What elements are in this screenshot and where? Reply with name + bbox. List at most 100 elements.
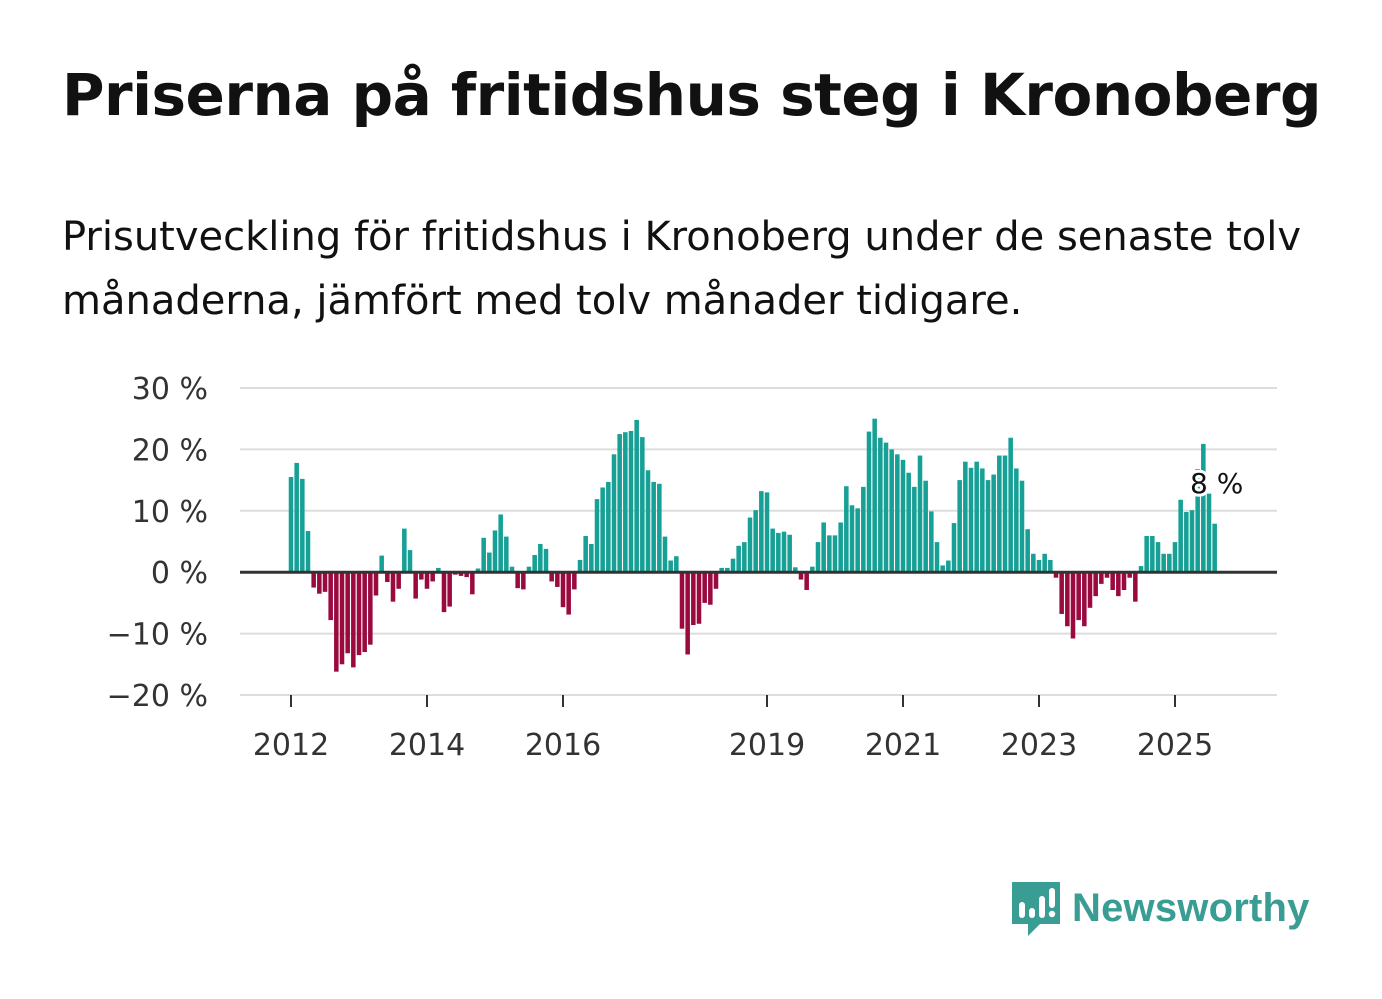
bar [634, 419, 639, 573]
bar [963, 461, 968, 573]
bar [379, 555, 384, 573]
bar [951, 523, 957, 573]
bar [872, 418, 877, 573]
bar [844, 486, 849, 573]
bar [1042, 553, 1047, 573]
bar [356, 572, 362, 656]
bar [589, 543, 594, 573]
bar [679, 572, 685, 629]
bar [1189, 510, 1195, 573]
bar [509, 566, 515, 573]
bar [487, 552, 492, 573]
bar [543, 548, 549, 573]
bar [832, 535, 838, 573]
bar [849, 505, 855, 573]
bar [1059, 572, 1064, 614]
bar [447, 572, 452, 607]
bar [1161, 553, 1166, 573]
bar [838, 522, 843, 573]
bar [1155, 542, 1161, 573]
bar [685, 572, 690, 655]
bar [764, 492, 770, 573]
bar [702, 572, 707, 603]
bar [1065, 572, 1070, 627]
bar [662, 536, 668, 573]
bar [866, 431, 872, 573]
bar [515, 572, 520, 589]
bar [1178, 499, 1183, 573]
bar [504, 536, 509, 573]
bar [322, 572, 328, 592]
bar [606, 481, 611, 573]
bar [725, 567, 730, 573]
bar [611, 454, 617, 573]
value-annotation: 8 % [1187, 464, 1246, 503]
bar [753, 510, 758, 573]
bar [1053, 572, 1059, 578]
y-tick-label: 10 % [132, 495, 208, 530]
bar [1167, 553, 1172, 573]
bar [668, 560, 673, 573]
bar [600, 487, 605, 573]
bar [390, 572, 396, 602]
bar [623, 432, 628, 573]
bar [407, 550, 413, 573]
bar [1031, 553, 1036, 573]
bar [339, 572, 345, 665]
bar [526, 566, 532, 573]
bar [594, 499, 600, 573]
bar [419, 572, 424, 580]
brand-name: Newsworthy [1072, 885, 1310, 930]
bar [821, 522, 826, 573]
bar [781, 531, 787, 573]
bar [770, 528, 775, 573]
bar [855, 508, 860, 573]
bar [645, 470, 651, 573]
bar [532, 555, 537, 573]
bar [929, 511, 934, 573]
y-tick-label: −10 % [107, 618, 208, 653]
chart-title: Priserna på fritidshus steg i Kronoberg [62, 61, 1321, 129]
bar [940, 565, 945, 573]
bar [538, 543, 543, 573]
bar [441, 572, 447, 613]
bar [305, 531, 311, 573]
bar [549, 572, 554, 582]
bar [1076, 572, 1081, 621]
bar [895, 454, 900, 573]
bar [1133, 572, 1138, 602]
chart-subtitle: Prisutveckling för fritidshus i Kronober… [62, 214, 1302, 324]
bar [402, 528, 407, 573]
bar [1093, 572, 1098, 597]
x-tick-label: 2019 [729, 728, 805, 763]
y-tick-label: 0 % [151, 556, 208, 591]
bar [980, 468, 985, 573]
annotation-label: 8 % [1190, 467, 1243, 500]
bar [1008, 437, 1013, 573]
bar [464, 572, 469, 578]
bar [657, 483, 662, 573]
bar [861, 486, 866, 573]
bar [475, 568, 481, 573]
bar [900, 459, 906, 573]
bar [345, 572, 350, 654]
y-tick-label: 30 % [132, 372, 208, 407]
bar [1082, 572, 1087, 627]
bar [747, 517, 753, 573]
bar [957, 480, 962, 573]
bar [974, 461, 979, 573]
bar [396, 572, 401, 589]
bar [498, 514, 503, 573]
bar [991, 474, 996, 573]
bar [827, 535, 832, 573]
bar [373, 572, 379, 596]
bar [696, 572, 702, 624]
bar [385, 572, 390, 583]
bar [317, 572, 322, 594]
bars [288, 418, 1217, 672]
x-tick-label: 2012 [253, 728, 329, 763]
y-axis-labels: 30 % 20 % 10 % 0 % −10 % −20 % [107, 372, 208, 714]
bar [968, 467, 974, 573]
bar [883, 442, 889, 573]
bar [674, 556, 679, 573]
